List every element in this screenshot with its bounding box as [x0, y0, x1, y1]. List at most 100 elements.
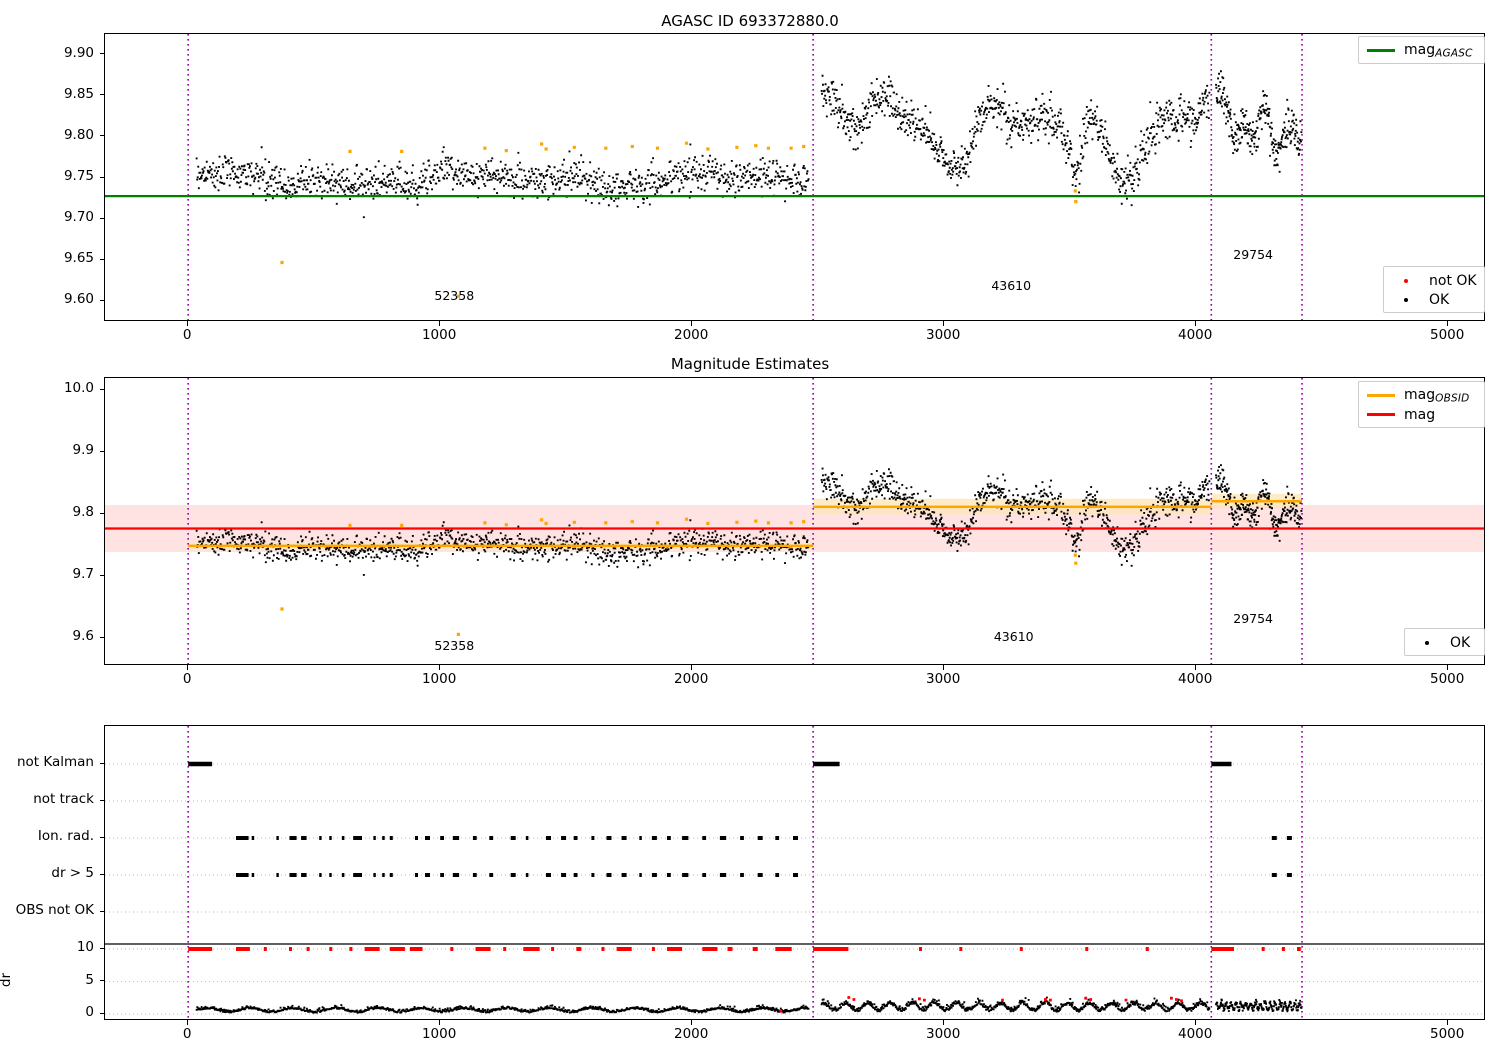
dr-trace [195, 996, 1303, 1014]
xtick-label-p1: 4000 [1178, 327, 1213, 343]
ytick-mark-p2 [99, 388, 104, 390]
dr-tick-mark [99, 1012, 104, 1014]
ytick-label-p2: 10.0 [63, 380, 94, 397]
dr-not-ok-markers [188, 947, 1301, 951]
xtick-label-p2: 2000 [673, 671, 709, 687]
ytick-label-p1: 9.75 [63, 168, 94, 184]
ytick-mark-p1 [99, 135, 104, 137]
xtick-mark-p1 [1446, 321, 1448, 326]
legend-ok-notok-panel1[interactable]: not OK OK [1383, 266, 1485, 313]
xtick-label-p2: 1000 [421, 671, 457, 687]
xtick-label-p3: 0 [182, 1026, 192, 1042]
dr-tick-mark [99, 947, 104, 949]
axes-magnitude [104, 33, 1485, 321]
obsid-annotation: 52358 [434, 638, 475, 654]
xtick-label-p2: 3000 [925, 671, 961, 687]
ytick-label-p2: 9.8 [72, 504, 94, 521]
legend-label-ok: OK [1429, 291, 1450, 308]
xtick-mark-p3 [942, 1020, 944, 1025]
xtick-mark-p2 [942, 665, 944, 670]
ytick-label-p1: 9.65 [63, 250, 94, 267]
xtick-mark-p2 [1194, 665, 1196, 670]
legend-entry-mag: mag [1366, 405, 1477, 424]
obsid-annotation: 43610 [993, 629, 1034, 645]
xtick-mark-p1 [186, 321, 188, 326]
flag-row-label-ion-rad: Ion. rad. [37, 828, 94, 844]
obsid-annotation: 29754 [1233, 247, 1274, 263]
legend-key-dot-black-2 [1412, 640, 1442, 645]
legend-entry-mag-obsid: magOBSID [1366, 386, 1477, 405]
legend-label-mag-obsid: magOBSID [1404, 386, 1470, 405]
xtick-mark-p3 [438, 1020, 440, 1025]
ytick-mark-p1 [99, 299, 104, 301]
xtick-label-p3: 2000 [673, 1026, 709, 1042]
legend-label-mag: mag [1404, 406, 1436, 423]
flag-row-label-not-track: not track [33, 791, 94, 807]
dr-tick-mark [99, 980, 104, 981]
flag-row-label-obs-not-ok: OBS not OK [15, 902, 94, 918]
subplot-title-estimates: Magnitude Estimates [670, 355, 830, 373]
dr-axis-label: dr [0, 972, 14, 987]
scatter-flagged [280, 141, 1078, 298]
xtick-label-p3: 3000 [925, 1026, 961, 1042]
ytick-mark-p1 [99, 53, 104, 55]
flag-row-label-dr-5: dr > 5 [51, 865, 94, 881]
ytick-label-p1: 9.90 [63, 44, 94, 61]
xtick-mark-p2 [690, 665, 692, 670]
xtick-label-p1: 1000 [421, 327, 457, 343]
ytick-mark-p2 [99, 512, 104, 514]
axes-flags [104, 725, 1485, 1020]
xtick-label-p3: 4000 [1178, 1026, 1213, 1042]
legend-key-dot-red [1391, 278, 1421, 283]
legend-mag-estimates[interactable]: magOBSID mag [1358, 381, 1485, 428]
scatter-ok [195, 464, 1303, 576]
cat-tick-mark [99, 762, 104, 764]
legend-key-line [1366, 49, 1396, 52]
axes-estimates [104, 377, 1485, 665]
xtick-mark-p2 [438, 665, 440, 670]
scatter-ok [195, 70, 1303, 219]
legend-label-ok-panel2: OK [1450, 634, 1471, 651]
xtick-label-p1: 3000 [925, 327, 961, 343]
obsid-annotation: 52358 [434, 288, 475, 304]
xtick-label-p1: 0 [182, 327, 192, 343]
ytick-label-p1: 9.60 [63, 291, 94, 308]
ytick-label-p1: 9.80 [63, 126, 94, 143]
legend-entry-mag-agasc: magAGASC [1366, 41, 1477, 60]
legend-key-line-red [1366, 413, 1396, 416]
xtick-mark-p1 [1194, 321, 1196, 326]
xtick-mark-p1 [690, 321, 692, 326]
ytick-mark-p2 [99, 450, 104, 452]
legend-entry-ok-panel2: OK [1412, 633, 1477, 652]
xtick-mark-p2 [186, 665, 188, 670]
ytick-mark-p1 [99, 176, 104, 178]
ytick-mark-p2 [99, 574, 104, 576]
xtick-label-p3: 1000 [421, 1026, 457, 1042]
cat-tick-mark [99, 799, 104, 801]
dr-tick-label: 5 [85, 971, 94, 988]
dr-tick-label: 0 [85, 1004, 94, 1020]
ytick-mark-p1 [99, 94, 104, 96]
flag-row-label-not-kalman: not Kalman [16, 754, 94, 770]
legend-entry-ok: OK [1391, 290, 1477, 309]
ytick-label-p1: 9.85 [63, 85, 94, 102]
ytick-mark-p1 [99, 258, 104, 260]
obsid-annotation: 43610 [991, 278, 1032, 294]
obsid-annotation: 29754 [1233, 611, 1274, 627]
legend-label-not-ok: not OK [1429, 272, 1477, 289]
ytick-label-p2: 9.7 [72, 566, 94, 583]
xtick-mark-p3 [1194, 1020, 1196, 1025]
legend-ok-panel2[interactable]: OK [1404, 628, 1485, 656]
ytick-mark-p2 [99, 636, 104, 638]
xtick-mark-p3 [186, 1020, 188, 1025]
figure-title: AGASC ID 693372880.0 [661, 12, 839, 30]
cat-tick-mark [99, 873, 104, 875]
xtick-label-p2: 0 [182, 671, 192, 687]
legend-mag-agasc[interactable]: magAGASC [1358, 36, 1485, 64]
legend-label-mag-agasc: magAGASC [1404, 41, 1473, 60]
xtick-label-p2: 4000 [1178, 671, 1213, 687]
xtick-mark-p3 [1446, 1020, 1448, 1025]
dr-tick-label: 10 [76, 939, 94, 955]
xtick-label-p1: 2000 [673, 327, 709, 343]
